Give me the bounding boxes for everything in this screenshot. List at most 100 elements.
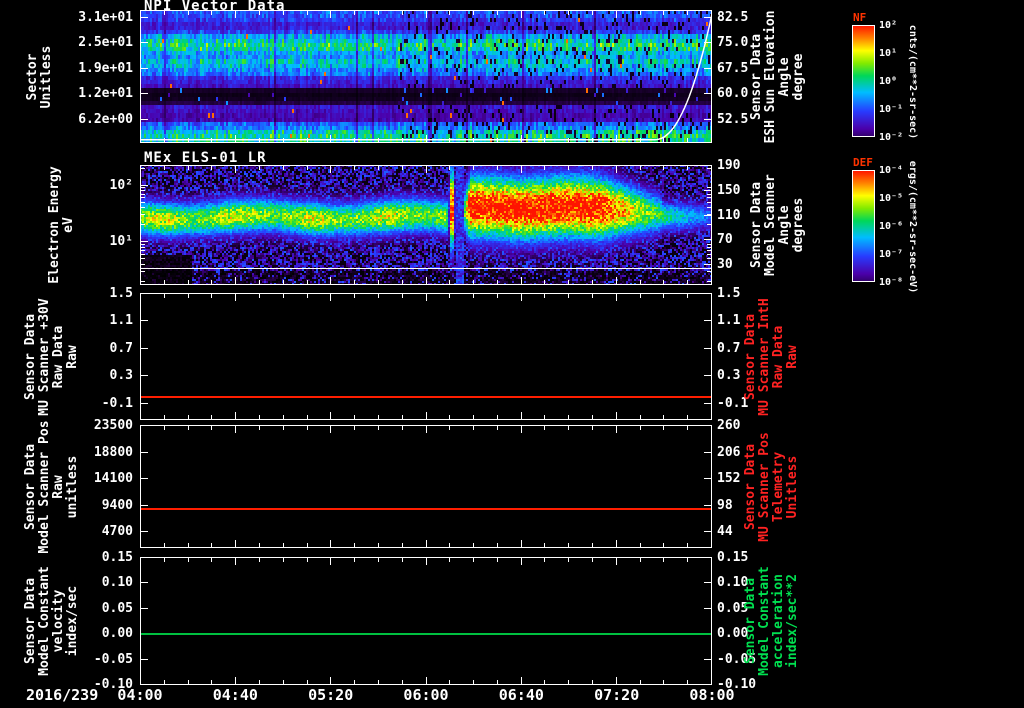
- panel-els-rtick: 190: [717, 158, 741, 173]
- colorbar-nf-tick: 10⁻¹: [879, 104, 904, 115]
- right-label-line: Angle: [777, 56, 792, 97]
- panel-mu-30v-rtick: -0.1: [717, 395, 749, 411]
- panel-model-constant-rtick: 0.05: [717, 600, 749, 616]
- ylabel-line: Raw Data: [51, 325, 66, 388]
- panel-mu-30v-ytick: 1.1: [109, 313, 133, 329]
- panel-model-constant-ytick: 0.10: [101, 575, 133, 591]
- panel-npi-rtick: 82.5: [717, 9, 749, 25]
- panel-els-right-label: Sensor Data Model Scanner Angle degrees: [749, 174, 806, 276]
- panel-model-constant-ytick: 0.05: [101, 600, 133, 616]
- colorbar-def-tick: 10⁻⁶: [879, 221, 904, 232]
- panel-npi-rtick: 75.0: [717, 35, 749, 51]
- x-axis-tick: 08:00: [689, 686, 735, 704]
- colorbar-def-tick: 10⁻⁷: [879, 249, 904, 260]
- panel-mu-30v-rtick: 0.7: [717, 340, 741, 356]
- panel-model-scanner-pos-ytick: 9400: [101, 497, 133, 513]
- panel-npi-ytick: 1.2e+01: [78, 86, 133, 102]
- date-label: 2016/239: [26, 686, 99, 704]
- panel-mu-30v-plot: [140, 293, 712, 420]
- right-label-line: Telemetry: [771, 451, 786, 522]
- right-label-line: Sensor Data: [743, 577, 758, 665]
- colorbar-nf-name: NF: [853, 11, 867, 24]
- ylabel-line: MU Scanner +30V: [37, 297, 52, 416]
- x-axis-tick: 04:40: [212, 686, 258, 704]
- panel-els-rtick: 30: [717, 257, 733, 273]
- panel-model-scanner-pos-rtick: 206: [717, 444, 741, 460]
- colorbar-def-tick: 10⁻⁴: [879, 165, 904, 176]
- right-label-line: Model Constant: [757, 566, 772, 676]
- right-label-line: Sensor Data: [743, 313, 758, 400]
- colorbar-nf-tick: 10²: [879, 20, 898, 31]
- colorbar-nf-tick: 10⁰: [879, 76, 898, 87]
- panel-els-rtick: 110: [717, 207, 741, 223]
- colorbar-def-tick: 10⁻⁸: [879, 277, 904, 288]
- panel-npi-ytick: 2.5e+01: [78, 35, 133, 51]
- right-label-line: Raw: [785, 344, 800, 369]
- x-axis-tick: 04:00: [117, 686, 163, 704]
- panel-model-constant-rtick: 0.10: [717, 575, 749, 591]
- panel-mu-30v-ylabel: Sensor Data MU Scanner +30V Raw Data Raw: [23, 297, 80, 416]
- x-axis-tick: 07:20: [594, 686, 640, 704]
- panel-model-constant-rtick: 0.00: [717, 626, 749, 642]
- panel-model-scanner-pos-ytick: 14100: [93, 471, 133, 487]
- panel-model-scanner-pos-right-label: Sensor Data MU Scanner Pos Telemetry Unitle…: [743, 432, 800, 542]
- ylabel-line: eV: [61, 217, 76, 233]
- panel-els-ytick: 10¹: [109, 234, 133, 250]
- colorbar-def-gradient: [852, 170, 875, 282]
- ylabel-line: Electron Energy: [47, 166, 62, 284]
- right-label-line: Sensor Data: [749, 181, 764, 269]
- x-axis-tick: 06:40: [498, 686, 544, 704]
- panel-npi-ytick: 1.9e+01: [78, 61, 133, 77]
- ylabel-line: index/sec: [65, 585, 80, 657]
- colorbar-nf-gradient: [852, 25, 875, 137]
- panel-npi-rtick: 52.5: [717, 111, 749, 127]
- colorbar-def-name: DEF: [853, 156, 873, 169]
- right-label-line: acceleration: [771, 574, 786, 668]
- right-label-line: degrees: [791, 197, 806, 253]
- panel-els-title: MEx ELS-01 LR: [144, 150, 267, 166]
- right-label-line: degree: [791, 53, 806, 100]
- panel-els-ylabel: Electron Energy eV: [47, 166, 76, 284]
- right-label-line: Sensor Data: [743, 443, 758, 530]
- ylabel-line: Sector: [25, 53, 40, 100]
- panel-model-scanner-pos-rtick: 98: [717, 497, 733, 513]
- colorbar-nf-tick: 10⁻²: [879, 132, 904, 143]
- colorbar-nf-tick: 10¹: [879, 48, 898, 59]
- right-label-line: Unitless: [785, 455, 800, 518]
- panel-mu-30v-ytick: 0.7: [109, 340, 133, 356]
- panel-npi-ytick: 6.2e+00: [78, 111, 133, 127]
- panel-els-plot: [140, 165, 712, 285]
- ylabel-line: velocity: [51, 589, 66, 653]
- ylabel-line: Sensor Data: [23, 443, 38, 530]
- panel-model-constant-rtick: -0.10: [717, 677, 757, 692]
- ylabel-line: unitless: [65, 455, 80, 518]
- panel-mu-30v-ytick: 0.3: [109, 368, 133, 384]
- x-axis-tick: 05:20: [308, 686, 354, 704]
- panel-model-scanner-pos-ytick: 18800: [93, 444, 133, 460]
- panel-model-constant-ytick: 0.00: [101, 626, 133, 642]
- panel-npi-rtick: 67.5: [717, 61, 749, 77]
- panel-npi-ylabel: Sector Unitless: [25, 45, 54, 108]
- ylabel-line: Raw: [51, 474, 66, 499]
- panel-model-constant-ytick: 0.15: [101, 550, 133, 565]
- panel-model-scanner-pos-ytick: 23500: [93, 418, 133, 433]
- colorbar-def-units: ergs/(cm**2-sr-sec-eV): [907, 160, 918, 294]
- panel-els-rtick: 70: [717, 232, 733, 248]
- ylabel-line: Raw: [65, 344, 80, 369]
- right-label-line: Model Scanner: [763, 174, 778, 276]
- panel-mu-30v-rtick: 1.5: [717, 286, 741, 301]
- ylabel-line: Sensor Data: [23, 577, 38, 665]
- panel-model-scanner-pos-rtick: 152: [717, 471, 741, 487]
- x-axis-tick: 06:00: [403, 686, 449, 704]
- panel-model-constant-right-label: Sensor Data Model Constant acceleration ind…: [743, 566, 800, 676]
- colorbar-def-tick: 10⁻⁵: [879, 193, 904, 204]
- panel-model-constant-plot: [140, 557, 712, 685]
- right-label-line: index/sec**2: [785, 574, 800, 668]
- panel-model-constant-ytick: -0.05: [93, 651, 133, 667]
- right-label-line: MU Scanner IntH: [757, 297, 772, 416]
- right-label-line: ESH Sun Elevation: [763, 9, 778, 144]
- panel-model-constant-ylabel: Sensor Data Model Constant velocity index/s…: [23, 566, 80, 676]
- panel-mu-30v-rtick: 1.1: [717, 313, 741, 329]
- ylabel-line: Sensor Data: [23, 313, 38, 400]
- panel-model-constant-ytick: -0.10: [93, 677, 133, 692]
